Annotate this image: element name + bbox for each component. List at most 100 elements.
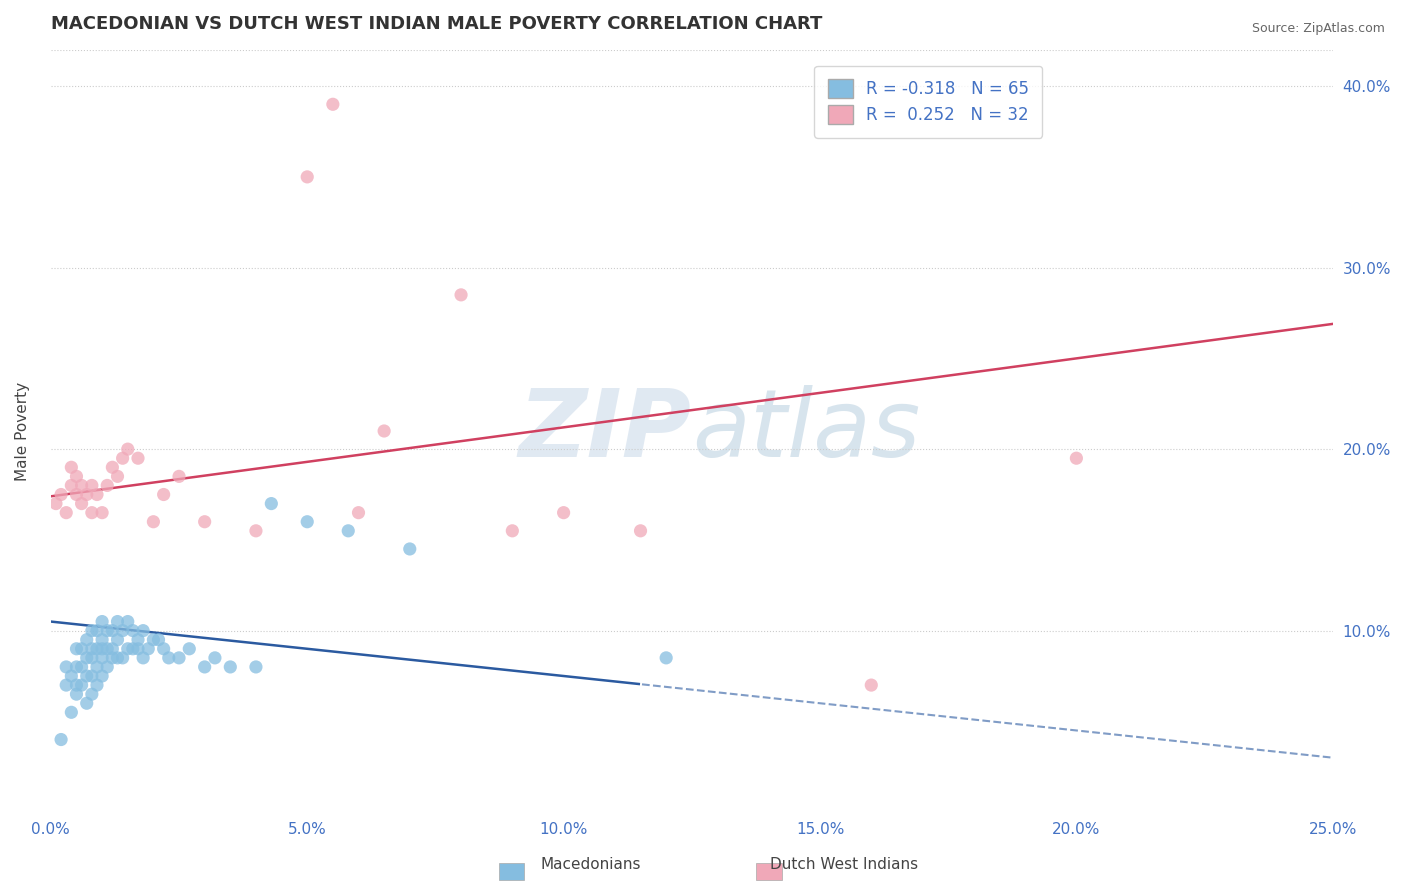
Point [96,660,118,674]
Point [194,660,217,674]
Point [194,515,217,529]
Point [167,651,190,665]
Point [655,651,678,665]
Point [101,651,124,665]
Point [60,669,83,683]
Point [86,678,108,692]
Point [101,460,124,475]
Point [80,506,103,520]
Point [70,478,93,492]
Point [91,632,114,647]
Point [142,632,165,647]
Point [117,615,139,629]
Point [76,632,98,647]
Point [86,487,108,501]
Point [117,641,139,656]
Point [122,641,145,656]
Point [127,641,149,656]
Point [91,615,114,629]
Point [80,669,103,683]
Point [86,660,108,674]
Text: ZIP: ZIP [519,385,692,477]
Point [55,506,77,520]
Point [152,641,174,656]
Point [260,497,283,511]
Point [347,506,370,520]
Point [501,524,523,538]
Point [107,632,129,647]
Point [55,678,77,692]
Point [70,497,93,511]
Point [297,169,319,184]
Point [630,524,652,538]
Point [127,632,149,647]
Point [96,624,118,638]
Point [107,469,129,483]
Point [80,651,103,665]
Point [219,660,242,674]
Point [65,687,87,701]
Point [60,478,83,492]
Point [86,624,108,638]
Text: Macedonians: Macedonians [540,857,641,872]
Text: atlas: atlas [692,385,920,476]
Point [398,541,420,556]
Point [65,469,87,483]
Point [86,641,108,656]
Point [107,615,129,629]
Point [60,460,83,475]
Point [80,641,103,656]
Text: Dutch West Indians: Dutch West Indians [769,857,918,872]
Point [337,524,360,538]
Point [136,641,159,656]
Text: Source: ZipAtlas.com: Source: ZipAtlas.com [1251,22,1385,36]
Point [111,651,134,665]
Point [117,442,139,457]
Point [179,641,201,656]
Point [49,732,72,747]
Point [132,651,155,665]
Point [49,487,72,501]
Point [204,651,226,665]
Point [245,660,267,674]
Point [76,669,98,683]
Point [96,478,118,492]
Point [65,641,87,656]
Point [148,632,170,647]
Point [101,624,124,638]
Point [101,641,124,656]
Point [80,478,103,492]
Point [157,651,180,665]
Point [553,506,575,520]
Point [80,624,103,638]
Point [373,424,395,438]
Point [450,288,472,302]
Point [55,660,77,674]
Point [860,678,883,692]
Point [152,487,174,501]
Point [70,678,93,692]
Point [60,706,83,720]
Point [245,524,267,538]
Point [76,487,98,501]
Point [111,451,134,466]
Point [127,451,149,466]
Point [45,497,67,511]
Point [107,651,129,665]
Point [167,469,190,483]
Point [122,624,145,638]
Point [70,641,93,656]
Point [80,687,103,701]
Point [91,641,114,656]
Point [65,487,87,501]
Point [65,678,87,692]
Legend: R = -0.318   N = 65, R =  0.252   N = 32: R = -0.318 N = 65, R = 0.252 N = 32 [814,66,1042,137]
Point [76,696,98,710]
Point [70,660,93,674]
Point [111,624,134,638]
Point [1066,451,1088,466]
Point [91,651,114,665]
Point [76,651,98,665]
Point [297,515,319,529]
Text: MACEDONIAN VS DUTCH WEST INDIAN MALE POVERTY CORRELATION CHART: MACEDONIAN VS DUTCH WEST INDIAN MALE POV… [51,15,823,33]
